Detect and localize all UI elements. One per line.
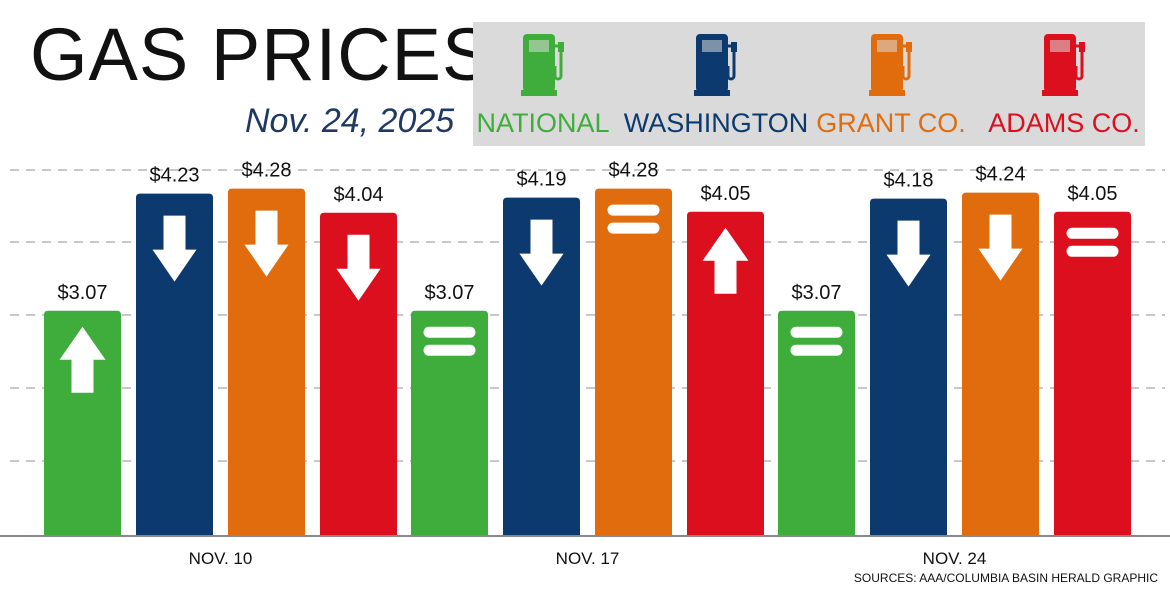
bar (595, 188, 672, 535)
up-arrow-icon (702, 227, 749, 294)
down-arrow-icon (519, 219, 564, 286)
data-label: $4.19 (516, 169, 566, 191)
bar-chart: $3.07 $4.23 $4.28 $4.04 NOV. 10 $3.07 $4.19 $4.… (0, 160, 1170, 568)
legend: NATIONAL WASHINGTON GRANT CO. ADAMS CO. (473, 22, 1145, 146)
equal-icon (1066, 227, 1119, 257)
data-label: $4.05 (1067, 183, 1117, 205)
data-label: $4.28 (608, 160, 658, 182)
data-label: $3.07 (424, 282, 474, 304)
bar (870, 198, 947, 536)
bar (411, 310, 488, 535)
chart-subtitle: Nov. 24, 2025 (245, 102, 455, 140)
equal-icon (607, 204, 660, 234)
category-label: NOV. 17 (556, 549, 620, 568)
bar (320, 212, 397, 535)
down-arrow-icon (244, 210, 289, 277)
legend-label: NATIONAL (476, 108, 610, 138)
category-label: NOV. 24 (923, 549, 987, 568)
bar (778, 310, 855, 535)
legend-label: ADAMS CO. (988, 108, 1140, 138)
data-label: $4.18 (883, 170, 933, 192)
data-label: $3.07 (791, 282, 841, 304)
equal-icon (423, 326, 476, 356)
data-label: $4.28 (241, 160, 291, 182)
category-label: NOV. 10 (189, 549, 253, 568)
bar (503, 197, 580, 535)
down-arrow-icon (336, 234, 381, 301)
down-arrow-icon (978, 214, 1023, 281)
legend-label: GRANT CO. (816, 108, 966, 138)
legend-label: WASHINGTON (623, 108, 809, 138)
down-arrow-icon (886, 220, 931, 287)
bar (136, 193, 213, 535)
up-arrow-icon (59, 326, 106, 393)
bar (687, 211, 764, 536)
gas-pump-icon (869, 34, 912, 96)
gas-pump-icon (521, 34, 564, 96)
bar (228, 188, 305, 535)
bar (44, 310, 121, 535)
data-label: $4.24 (975, 164, 1025, 186)
bar (962, 192, 1039, 536)
data-label: $4.23 (149, 165, 199, 187)
gas-pump-icon (694, 34, 737, 96)
bar (1054, 211, 1131, 536)
source-note: SOURCES: AAA/COLUMBIA BASIN HERALD GRAPH… (853, 571, 1158, 585)
chart-title: GAS PRICES (30, 13, 493, 96)
gas-pump-icon (1042, 34, 1085, 96)
equal-icon (790, 326, 843, 356)
data-label: $4.05 (700, 183, 750, 205)
down-arrow-icon (152, 215, 197, 282)
data-label: $3.07 (57, 282, 107, 304)
data-label: $4.04 (333, 184, 383, 206)
